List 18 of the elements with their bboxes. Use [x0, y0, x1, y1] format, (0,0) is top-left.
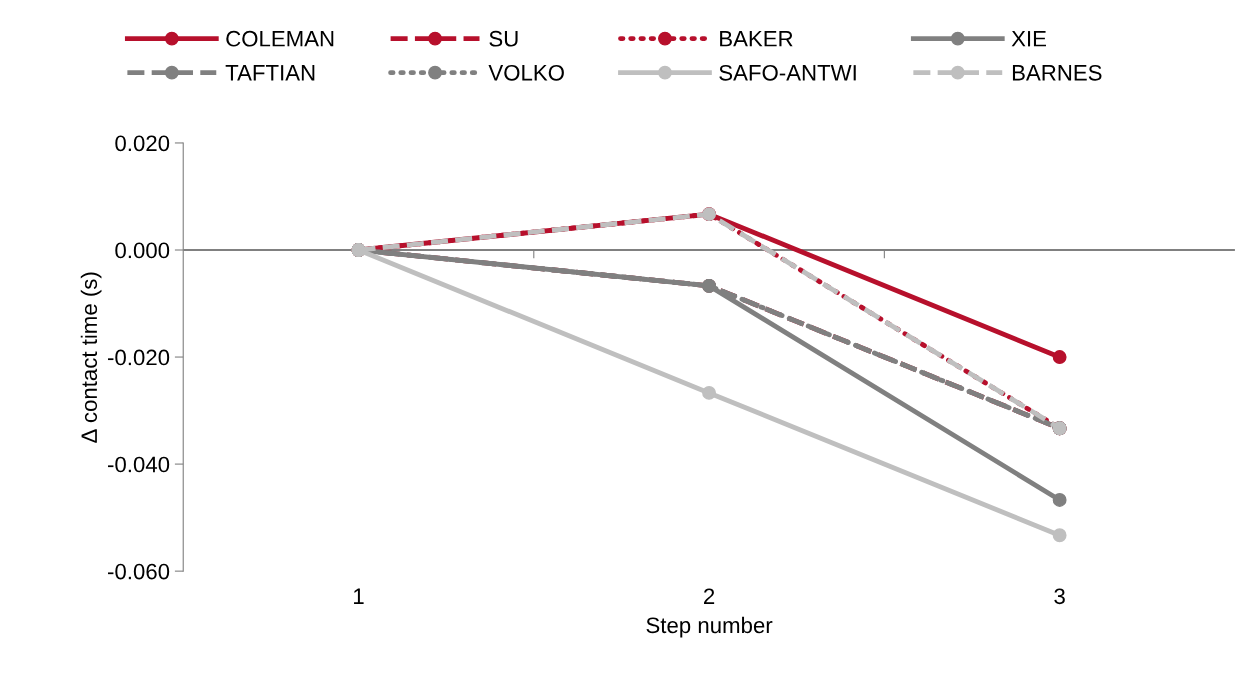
- legend-label: SAFO-ANTWI: [719, 64, 856, 81]
- legend-label: VOLKO: [488, 64, 564, 81]
- y-axis-title: ∆ contact time (s): [80, 272, 102, 443]
- legend-label: XIE: [1011, 31, 1046, 47]
- x-axis-title: Step number: [646, 616, 773, 638]
- legend-label: BAKER: [720, 31, 793, 47]
- legend-label: COLEMAN: [226, 30, 334, 47]
- y-tick-label: -0.020: [108, 349, 170, 366]
- legend-label: SU: [489, 30, 518, 47]
- y-tick-label: -0.040: [108, 456, 170, 473]
- x-tick-label: 1: [354, 588, 364, 604]
- legend-label: BARNES: [1012, 64, 1102, 81]
- y-tick-label: 0.000: [115, 242, 170, 259]
- y-tick-label: 0.020: [115, 135, 170, 152]
- x-tick-label: 2: [704, 588, 715, 604]
- y-tick-label: -0.060: [108, 563, 170, 580]
- x-tick-label: 3: [1054, 588, 1065, 605]
- legend-label: TAFTIAN: [225, 65, 315, 81]
